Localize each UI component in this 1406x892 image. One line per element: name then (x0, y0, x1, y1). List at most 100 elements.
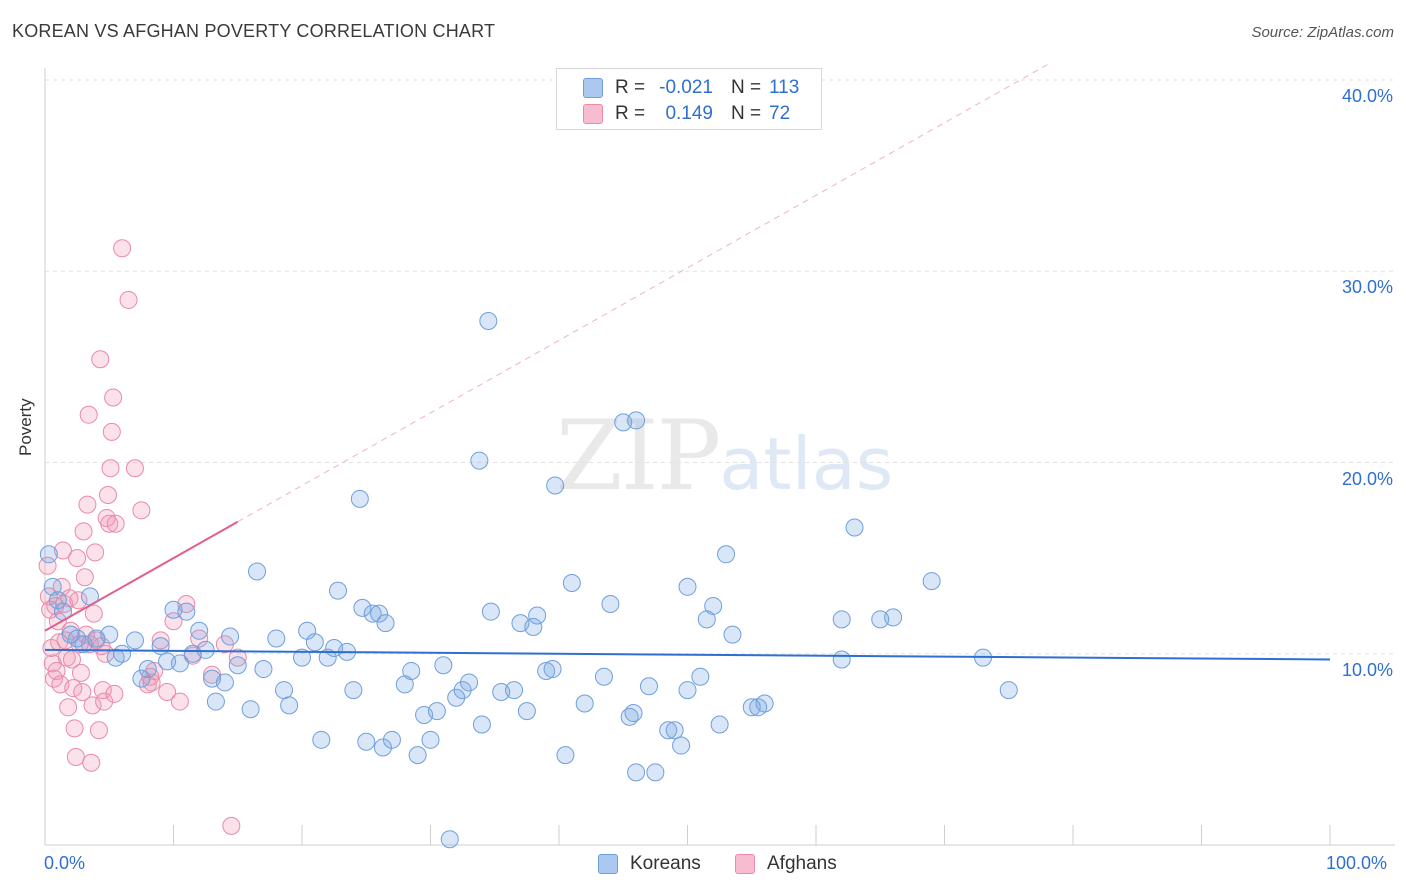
korean-point (672, 736, 691, 755)
afghan-point (59, 698, 78, 717)
correlation-legend: R = -0.021 N = 113 R = 0.149 N = 72 (556, 68, 822, 130)
source-label: Source: ZipAtlas.com (1251, 24, 1394, 41)
korean-point (312, 730, 331, 749)
afghans-swatch (583, 104, 603, 124)
afghan-point (142, 673, 161, 692)
afghan-point (47, 661, 66, 680)
afghan-point (39, 587, 58, 606)
korean-point (528, 606, 547, 625)
n-label: N = (731, 77, 762, 98)
afghan-point (125, 459, 144, 478)
korean-point (999, 681, 1018, 700)
korean-point (481, 602, 500, 621)
afghan-point (93, 681, 112, 700)
korean-point (382, 730, 401, 749)
korean-point (113, 644, 132, 663)
korean-point (206, 692, 225, 711)
afghan-point (104, 388, 123, 407)
afghan-point (190, 629, 209, 648)
korean-point (832, 650, 851, 669)
korean-point (421, 730, 440, 749)
korean-point (639, 677, 658, 696)
korean-point (357, 732, 376, 751)
y-tick-label: 10.0% (1341, 659, 1393, 680)
y-tick-label: 40.0% (1341, 86, 1393, 106)
korean-point (691, 667, 710, 686)
korean-point (470, 451, 489, 470)
korean-point (832, 610, 851, 629)
legend-row-koreans: R = -0.021 N = 113 (557, 75, 821, 101)
afghan-point (91, 350, 110, 369)
korean-point (363, 604, 382, 623)
korean-point (48, 591, 67, 610)
korean-point (710, 715, 729, 734)
korean-point (884, 608, 903, 627)
afghan-point (228, 648, 247, 667)
afghan-point (222, 816, 241, 835)
korean-point (505, 681, 524, 700)
afghans-trend-line (44, 520, 239, 632)
korean-point (755, 694, 774, 713)
korean-point (845, 518, 864, 537)
afghan-point (102, 422, 121, 441)
korean-point (472, 715, 491, 734)
korean-point (453, 681, 472, 700)
korean-point (196, 640, 215, 659)
afghan-point (105, 684, 124, 703)
korean-point (704, 596, 723, 615)
chart-title: KOREAN VS AFGHAN POVERTY CORRELATION CHA… (12, 21, 496, 41)
korean-point (537, 661, 556, 680)
koreans-points (39, 311, 1018, 849)
afghan-point (83, 696, 102, 715)
afghan-point (89, 721, 108, 740)
korean-point (546, 476, 565, 495)
korean-point (434, 656, 453, 675)
y-tick-label: 20.0% (1341, 468, 1393, 489)
afghan-point (53, 541, 72, 560)
korean-point (723, 625, 742, 644)
korean-point (427, 702, 446, 721)
watermark-zip: ZIP (556, 400, 721, 512)
afghan-point (95, 692, 114, 711)
afghan-point (64, 679, 83, 698)
korean-point (241, 700, 260, 719)
afghan-point (79, 405, 98, 424)
korean-point (248, 562, 267, 581)
korean-point (221, 627, 240, 646)
korean-point (402, 661, 421, 680)
korean-point (408, 746, 427, 765)
korean-point (524, 617, 543, 636)
korean-point (373, 738, 392, 757)
korean-point (132, 669, 151, 688)
afghan-point (132, 501, 151, 520)
korean-point (370, 604, 389, 623)
korean-point (353, 598, 372, 617)
x-tick-min: 0.0% (44, 853, 86, 873)
watermark: ZIPatlas (556, 400, 893, 512)
y-tick-label: 30.0% (1341, 277, 1393, 298)
korean-point (275, 681, 294, 700)
afghan-point (98, 486, 117, 505)
watermark-atlas: atlas (719, 422, 894, 506)
korean-point (517, 702, 536, 721)
afghan-point (151, 631, 170, 650)
korean-point (328, 581, 347, 600)
afghan-point (75, 568, 94, 587)
korean-point (177, 602, 196, 621)
korean-point (678, 577, 697, 596)
korean-point (594, 667, 613, 686)
korean-point (627, 763, 646, 782)
afghan-point (74, 522, 93, 541)
r-label: R = (615, 103, 646, 124)
korean-point (254, 660, 273, 679)
afghans-points (38, 239, 247, 835)
korean-point (350, 489, 369, 508)
korean-point (717, 545, 736, 564)
korean-point (646, 763, 665, 782)
korean-point (460, 673, 479, 692)
korean-point (305, 633, 324, 652)
afghan-point (106, 514, 125, 533)
afghan-point (61, 621, 80, 640)
afghan-point (158, 683, 177, 701)
afghan-point (84, 604, 103, 623)
